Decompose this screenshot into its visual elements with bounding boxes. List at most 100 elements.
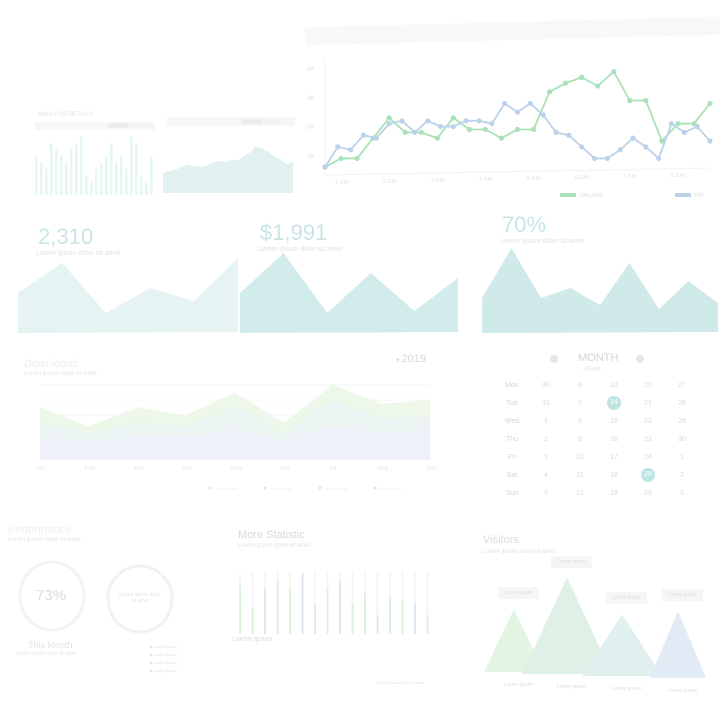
day-number: 27 [678, 381, 686, 389]
calendar-day[interactable]: 14 [597, 394, 631, 412]
statistic-bar [251, 607, 254, 634]
kpi-area [482, 248, 718, 333]
calendar-day[interactable]: 11 [563, 466, 597, 484]
data-point [386, 121, 392, 127]
calendar-day[interactable]: 1 [665, 448, 699, 466]
statistic-bar [276, 581, 279, 634]
calendar-day[interactable]: 9 [563, 430, 597, 448]
year-dropdown[interactable]: ▾ 2019 [396, 353, 426, 365]
x-tick-label: 2 JUN [383, 179, 397, 185]
next-month-icon[interactable] [636, 355, 644, 363]
weekly-toggle[interactable]: WEEKLY [241, 119, 264, 124]
day-number: 1 [680, 453, 684, 461]
legend-dot [318, 486, 322, 490]
day-number: 7 [578, 399, 582, 407]
kpi-value: 2,310 [38, 224, 94, 249]
chevron-down-icon: ▾ [396, 357, 402, 364]
this-month-sub: Lorem ipsum dolor sit amet [16, 651, 77, 657]
calendar-day[interactable]: 1 [529, 412, 563, 430]
calendar-day[interactable]: 16 [597, 430, 631, 448]
calendar-row: Tue 31 7 14 21 28 [495, 394, 699, 412]
day-number: 29 [678, 417, 686, 425]
calendar-day[interactable]: 13 [597, 376, 631, 394]
peak-tooltip: Lorem ipsum [498, 587, 539, 599]
statistic-bar [389, 596, 391, 634]
calendar-day[interactable]: 30 [665, 430, 699, 448]
calendar-day[interactable]: 23 [631, 430, 665, 448]
x-tick-label: 8 JUN [671, 173, 685, 179]
calendar-day[interactable]: 30 [529, 376, 563, 394]
performance-percent: 73% [36, 587, 67, 604]
selected-day[interactable]: 25 [641, 468, 655, 482]
calendar-day[interactable]: 31 [529, 394, 563, 412]
legend-label: Lorem ipsum [153, 668, 177, 673]
calendar-day[interactable]: 5 [529, 484, 563, 502]
calendar-day[interactable]: 21 [631, 394, 665, 412]
legend-label: Lorem ipsum [214, 486, 238, 491]
data-point [322, 164, 328, 170]
statistic-bar [376, 615, 379, 634]
calendar-day[interactable]: 3 [529, 448, 563, 466]
calendar-day[interactable]: 22 [631, 412, 665, 430]
day-number: 6 [578, 381, 582, 389]
analysis-bar-chart [35, 136, 153, 195]
monthly-toggle[interactable]: MONTHLY [265, 119, 285, 124]
data-point [434, 135, 440, 141]
calendar-day[interactable]: 19 [597, 484, 631, 502]
prev-month-icon[interactable] [550, 355, 558, 363]
data-point [514, 109, 521, 115]
calendar-day[interactable]: 3 [665, 484, 699, 502]
calendar-day[interactable]: 28 [665, 394, 699, 412]
legend-item: ■ Lorem ipsum [150, 668, 177, 673]
calendar-day[interactable]: 20 [631, 376, 665, 394]
calendar-day[interactable]: 7 [563, 394, 597, 412]
legend-label: Lorem ipsum [153, 644, 177, 649]
calendar-day[interactable]: 8 [563, 412, 597, 430]
analysis-bar [105, 156, 108, 195]
secondary-ring [106, 564, 174, 634]
day-number: 3 [544, 453, 548, 461]
data-point [707, 100, 713, 107]
kpi-area-chart [482, 248, 718, 333]
x-tick-label: 4 JUN [479, 177, 493, 183]
calendar-day[interactable]: 6 [563, 376, 597, 394]
this-month-label: This Month [28, 640, 73, 650]
day-number: 15 [610, 417, 618, 425]
calendar-day[interactable]: 10 [563, 448, 597, 466]
selected-day[interactable]: 14 [607, 396, 621, 410]
month-label: Sep [426, 466, 437, 472]
monthly-toggle[interactable]: MONTHLY [131, 123, 151, 128]
calendar-day[interactable]: 12 [563, 484, 597, 502]
calendar-day[interactable]: 15 [597, 412, 631, 430]
data-point [399, 118, 405, 124]
kpi-caption: Lorem ipsum dolor sit amet [36, 250, 121, 257]
month-label: Apr [182, 466, 191, 472]
kpi-caption: Lorem ipsum dolor sit amet [258, 246, 343, 253]
calendar-day[interactable]: 24 [631, 448, 665, 466]
legend-label: Lorem ipsum [269, 486, 293, 491]
calendar-day[interactable]: 2 [665, 466, 699, 484]
day-number: 4 [544, 471, 548, 479]
calendar-day[interactable]: 17 [597, 448, 631, 466]
calendar-day[interactable]: 18 [597, 466, 631, 484]
data-point [540, 112, 546, 118]
calendar-row: Sun 5 12 19 26 3 [495, 484, 699, 502]
weekly-toggle[interactable]: WEEKLY [107, 123, 130, 128]
x-tick-label: 3 JUN [431, 178, 445, 184]
calendar-grid: Mon 30 6 13 20 27 Tue 31 7 14 21 28 Wed 1 8 15 22 29 Thu 2 9… [495, 376, 699, 502]
calendar-day[interactable]: 27 [665, 376, 699, 394]
x-tick-label: 6 JUN [575, 175, 589, 181]
statistic-bar [314, 604, 316, 634]
calendar-day[interactable]: 29 [665, 412, 699, 430]
y-tick-label: 3M [307, 96, 314, 102]
calendar-day[interactable]: 25 [631, 466, 665, 484]
legend-swatch [675, 193, 691, 197]
calendar-day[interactable]: 4 [529, 466, 563, 484]
calendar-day[interactable]: 2 [529, 430, 563, 448]
data-point [630, 135, 636, 141]
visitors-peak-chart: Lorem ipsum Lorem ipsum Lorem ipsum Lorem i… [484, 577, 706, 694]
kpi-area-chart [240, 253, 458, 333]
calendar-day[interactable]: 26 [631, 484, 665, 502]
legend-item: ■ Lorem ipsum [150, 660, 177, 665]
y-tick-label: 1M [307, 154, 314, 160]
